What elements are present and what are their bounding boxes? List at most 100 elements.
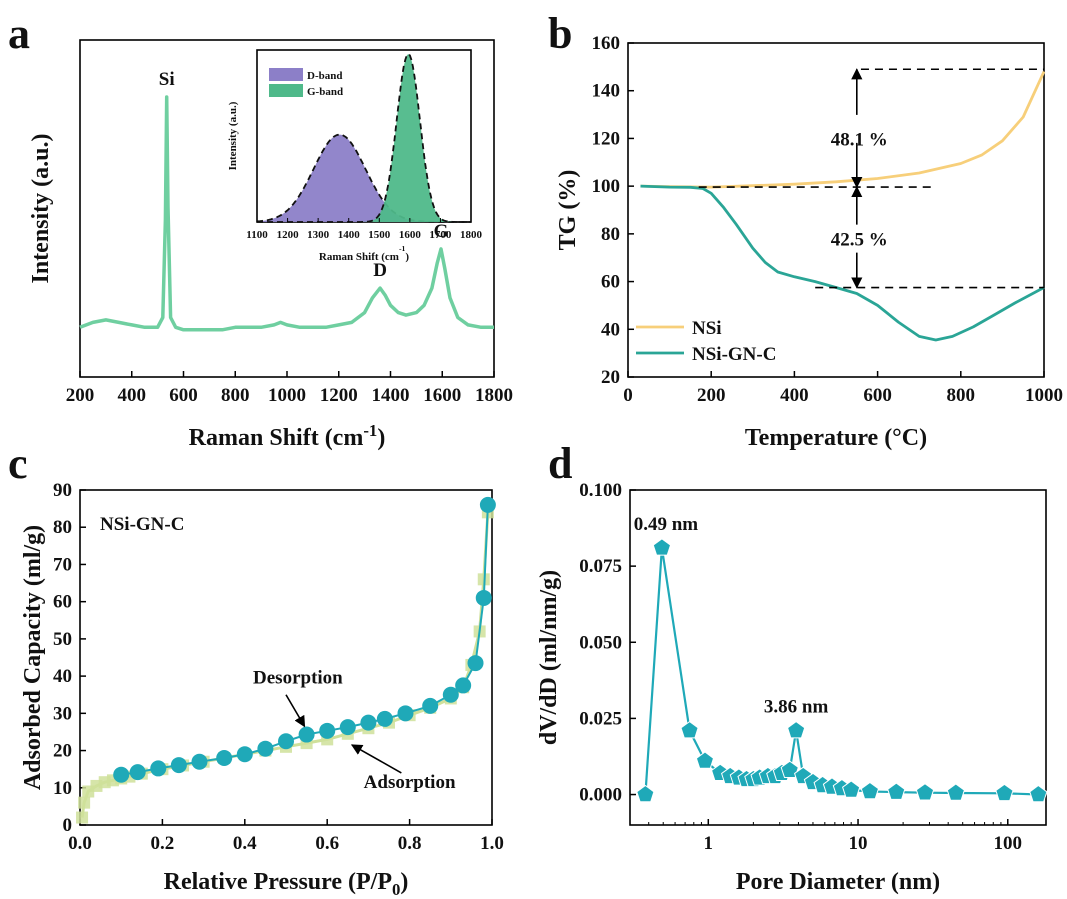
inset-band-fit-0 bbox=[256, 133, 471, 223]
desorption-point bbox=[422, 697, 439, 714]
a-xtick-label: 600 bbox=[169, 385, 198, 406]
desorption-point bbox=[339, 719, 356, 736]
adsorption-annotation: Adsorption bbox=[364, 772, 456, 793]
pore-distribution-point bbox=[915, 783, 935, 801]
c-xtick-label: 1.0 bbox=[480, 833, 504, 854]
tg-mass-change-label-1: 42.5 % bbox=[831, 230, 888, 251]
a-xtick-label: 1800 bbox=[475, 385, 513, 406]
b-y-axis-title: TG (%) bbox=[555, 170, 581, 251]
c-xtick-label: 0.4 bbox=[233, 833, 257, 854]
peak-label-g: G bbox=[434, 221, 449, 242]
desorption-point bbox=[216, 750, 233, 766]
inset-xtick-label: 1100 bbox=[246, 229, 268, 241]
b-xtick-label: 200 bbox=[697, 385, 726, 406]
c-x-axis-title: Relative Pressure (P/P0) bbox=[164, 869, 409, 899]
inset-x-axis-title: Raman Shift (cm-1) bbox=[319, 244, 409, 263]
panel-d-pore-distribution: 1 10 100 0.000 0.025 0.050 0.075 0.100 0.49 nm 3.… bbox=[536, 480, 1048, 895]
b-ytick-label: 20 bbox=[601, 367, 620, 388]
b-ytick-label: 80 bbox=[601, 224, 620, 245]
panel-label-b: b bbox=[548, 9, 572, 58]
pore-distribution-point bbox=[1029, 784, 1048, 803]
desorption-point bbox=[442, 686, 459, 703]
panel-c-isotherm: 0.0 0.2 0.4 0.6 0.8 1.0 0 10 20 30 40 50 60 70 80 90 NSi… bbox=[20, 480, 504, 899]
pore-distribution-point bbox=[887, 782, 906, 800]
desorption-point bbox=[278, 733, 294, 750]
desorption-point bbox=[360, 714, 377, 731]
a-xtick-label: 200 bbox=[66, 385, 95, 406]
pore-peak-label-1: 3.86 nm bbox=[764, 697, 829, 718]
inset-xtick-label: 1400 bbox=[338, 229, 361, 241]
pore-distribution-point bbox=[995, 783, 1014, 802]
desorption-arrow bbox=[285, 694, 306, 728]
peak-label-d: D bbox=[373, 260, 387, 281]
d-y-axis-title: dV/dD (ml/nm/g) bbox=[536, 570, 562, 745]
adsorption-point bbox=[76, 811, 89, 824]
desorption-point bbox=[319, 722, 336, 739]
desorption-point bbox=[467, 655, 484, 672]
peak-label-si: Si bbox=[159, 69, 175, 90]
d-xtick-label: 1 bbox=[704, 833, 714, 854]
adsorption-point bbox=[78, 796, 91, 809]
d-ytick-label: 0.025 bbox=[579, 708, 622, 729]
b-ytick-label: 140 bbox=[592, 81, 621, 102]
inset-xtick-label: 1300 bbox=[307, 229, 330, 241]
b-xtick-label: 400 bbox=[780, 385, 809, 406]
a-xtick-label: 800 bbox=[221, 385, 250, 406]
a-xtick-label: 1000 bbox=[268, 385, 306, 406]
c-xtick-label: 0.0 bbox=[68, 833, 92, 854]
inset-legend-swatch-1 bbox=[269, 84, 303, 97]
c-xtick-label: 0.6 bbox=[315, 833, 339, 854]
d-xtick-label: 100 bbox=[994, 833, 1023, 854]
pore-distribution-point bbox=[652, 538, 672, 556]
inset-xtick-label: 1500 bbox=[368, 229, 391, 241]
inset-xtick-label: 1600 bbox=[399, 229, 422, 241]
tg-line-0 bbox=[640, 71, 1046, 189]
desorption-point bbox=[150, 760, 167, 777]
tg-legend-label-0: NSi bbox=[692, 318, 722, 339]
pore-distribution-point bbox=[946, 783, 965, 801]
desorption-point bbox=[191, 753, 208, 770]
inset-band-fill-0 bbox=[257, 134, 471, 222]
c-ytick-label: 80 bbox=[53, 517, 72, 538]
b-xtick-label: 600 bbox=[863, 385, 892, 406]
panel-a-raman: 200 400 600 800 1000 1200 1400 1600 1800 Si D G Rama… bbox=[28, 39, 513, 451]
raman-spectrum-line bbox=[79, 95, 494, 332]
b-ytick-label: 40 bbox=[601, 319, 620, 340]
a-x-axis-title: Raman Shift (cm-1) bbox=[189, 421, 386, 451]
desorption-point bbox=[113, 766, 130, 783]
pore-distribution-point bbox=[860, 781, 880, 800]
a-xtick-label: 1600 bbox=[423, 385, 461, 406]
desorption-point bbox=[376, 710, 393, 727]
d-xtick-label: 10 bbox=[849, 833, 868, 854]
a-y-axis-title: Intensity (a.u.) bbox=[28, 133, 54, 283]
desorption-point bbox=[298, 726, 315, 743]
panel-label-a: a bbox=[8, 9, 30, 58]
c-ytick-label: 0 bbox=[63, 815, 73, 836]
plot-frame bbox=[629, 489, 1047, 826]
pore-distribution-point bbox=[680, 720, 699, 739]
b-ytick-label: 60 bbox=[601, 272, 620, 293]
desorption-point bbox=[475, 589, 492, 606]
a-xtick-label: 400 bbox=[118, 385, 147, 406]
c-xtick-label: 0.2 bbox=[151, 833, 175, 854]
c-ytick-label: 60 bbox=[53, 592, 72, 613]
pore-distribution-point bbox=[842, 780, 861, 798]
d-ytick-label: 0.100 bbox=[579, 480, 622, 501]
a-xtick-label: 1200 bbox=[320, 385, 358, 406]
desorption-point bbox=[479, 496, 496, 513]
d-ytick-label: 0.075 bbox=[579, 556, 622, 577]
desorption-point bbox=[236, 746, 253, 763]
desorption-point bbox=[129, 764, 146, 781]
c-ytick-label: 30 bbox=[53, 703, 72, 724]
b-x-axis-title: Temperature (°C) bbox=[745, 425, 927, 451]
c-y-axis-title: Adsorbed Capacity (ml/g) bbox=[20, 525, 46, 790]
inset-xtick-label: 1200 bbox=[277, 229, 300, 241]
desorption-point bbox=[257, 740, 274, 757]
desorption-point bbox=[170, 757, 187, 774]
pore-peak-label-0: 0.49 nm bbox=[634, 514, 699, 535]
pore-distribution-point bbox=[695, 751, 715, 769]
pore-distribution-point bbox=[787, 720, 806, 739]
d-ytick-label: 0.000 bbox=[579, 785, 622, 806]
c-ytick-label: 70 bbox=[53, 554, 72, 575]
